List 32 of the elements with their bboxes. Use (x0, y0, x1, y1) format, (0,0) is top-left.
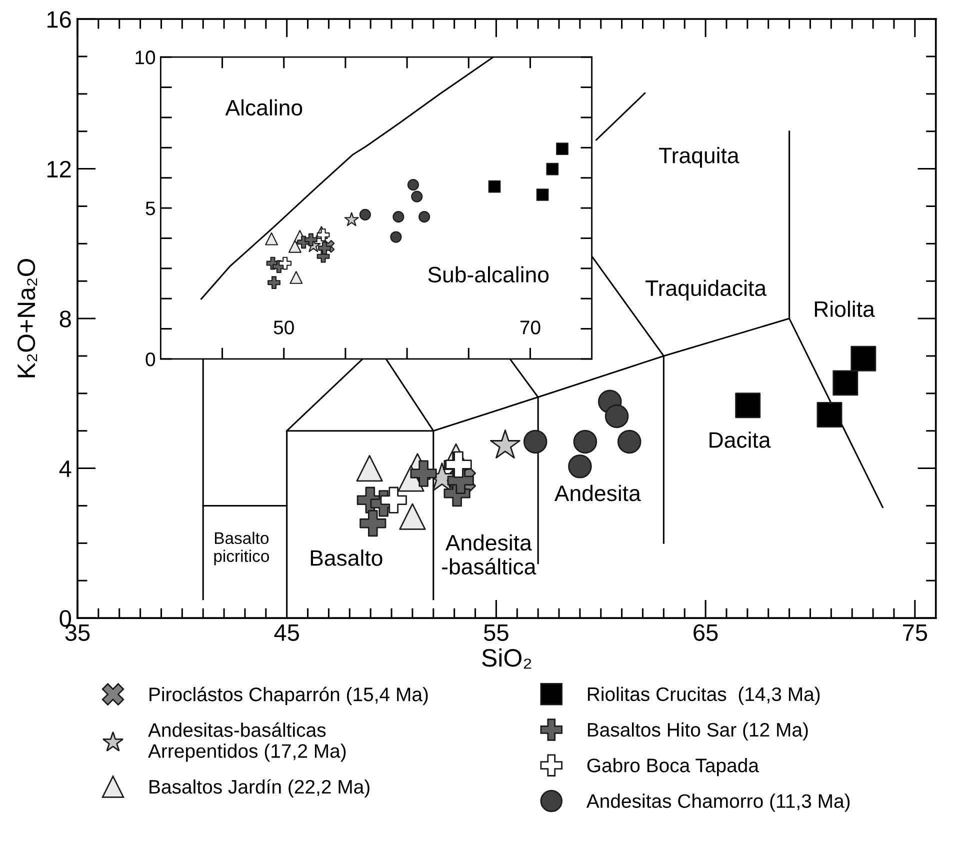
x-tick-label: 65 (694, 624, 718, 641)
legend-label: Basaltos Jardín (22,2 Ma) (150, 779, 370, 798)
legend-label: Andesitas-basálticas Arrepentidos (17,2 Ma) (148, 722, 346, 762)
annotation: Basalto (310, 550, 382, 566)
legend-label: Basaltos Hito Sar (12 Ma) (588, 722, 808, 741)
y-tick-label: 4 (59, 460, 72, 477)
y-tick-label: 8 (60, 310, 71, 328)
annotation: Alcalino (225, 99, 302, 116)
annotation: Basalto picritico (214, 532, 269, 566)
x-tick-label: 45 (274, 624, 299, 641)
y-tick-label: 12 (47, 160, 71, 178)
annotation: Traquidacita (646, 280, 767, 300)
x-tick-label: 55 (484, 624, 508, 641)
legend-label: Riolitas Crucitas (14,3 Ma) (588, 686, 820, 705)
annotation: Traquita (659, 147, 740, 168)
y-tick-label: 0 (146, 352, 156, 366)
annotation: Andesita -basáltica (442, 534, 536, 575)
y-tick-label: 16 (47, 11, 71, 28)
x-tick-label: 75 (902, 624, 928, 641)
x-axis-title: SiO₂ (482, 648, 532, 669)
legend-label: Gabro Boca Tapada (587, 758, 759, 776)
y-tick-label: 10 (136, 50, 156, 64)
legend-label: Piroclástos Chaparrón (15,4 Ma) (150, 686, 428, 706)
y-tick-label: 5 (146, 202, 155, 216)
y-axis-title: K₂O+Na₂O (17, 258, 38, 378)
legend-label: Andesitas Chamorro (11,3 Ma) (586, 794, 850, 812)
annotation: Sub-alcalino (428, 266, 549, 283)
x-tick-label: 70 (520, 320, 540, 334)
annotation: Riolita (814, 300, 875, 318)
x-tick-label: 50 (274, 320, 294, 334)
annotation: Andesita (554, 484, 641, 502)
annotation: Dacita (710, 432, 771, 448)
